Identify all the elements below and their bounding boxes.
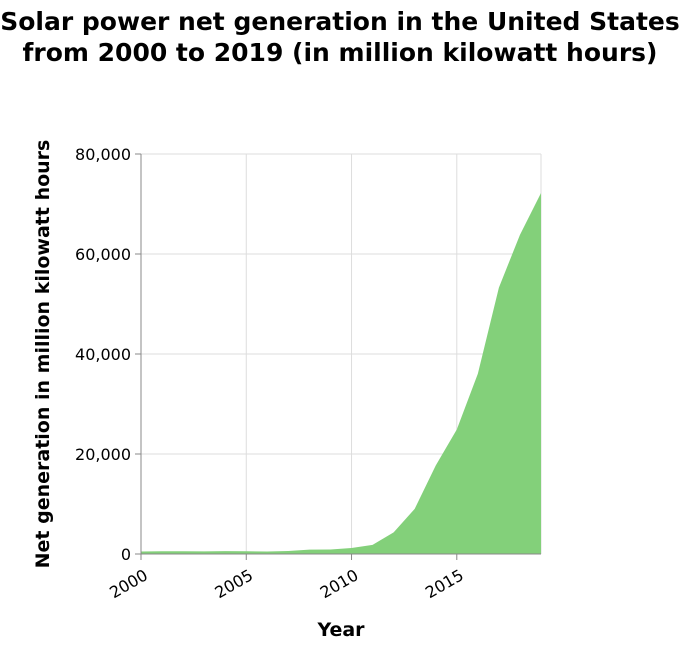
x-tick-label: 2010 xyxy=(317,565,362,602)
chart-title: Solar power net generation in the United… xyxy=(0,7,680,67)
axes xyxy=(135,153,541,560)
y-axis-title: Net generation in million kilowatt hours xyxy=(32,140,54,569)
y-tick-label: 40,000 xyxy=(75,345,131,364)
y-tick-label: 80,000 xyxy=(75,145,131,164)
area-series xyxy=(141,193,541,554)
x-tick-label: 2015 xyxy=(422,565,467,602)
x-tick-label: 2005 xyxy=(211,565,256,602)
y-tick-label: 0 xyxy=(121,545,131,564)
x-axis-title: Year xyxy=(316,619,365,641)
x-tick-label: 2000 xyxy=(106,565,151,602)
y-tick-label: 20,000 xyxy=(75,445,131,464)
y-tick-label: 60,000 xyxy=(75,245,131,264)
